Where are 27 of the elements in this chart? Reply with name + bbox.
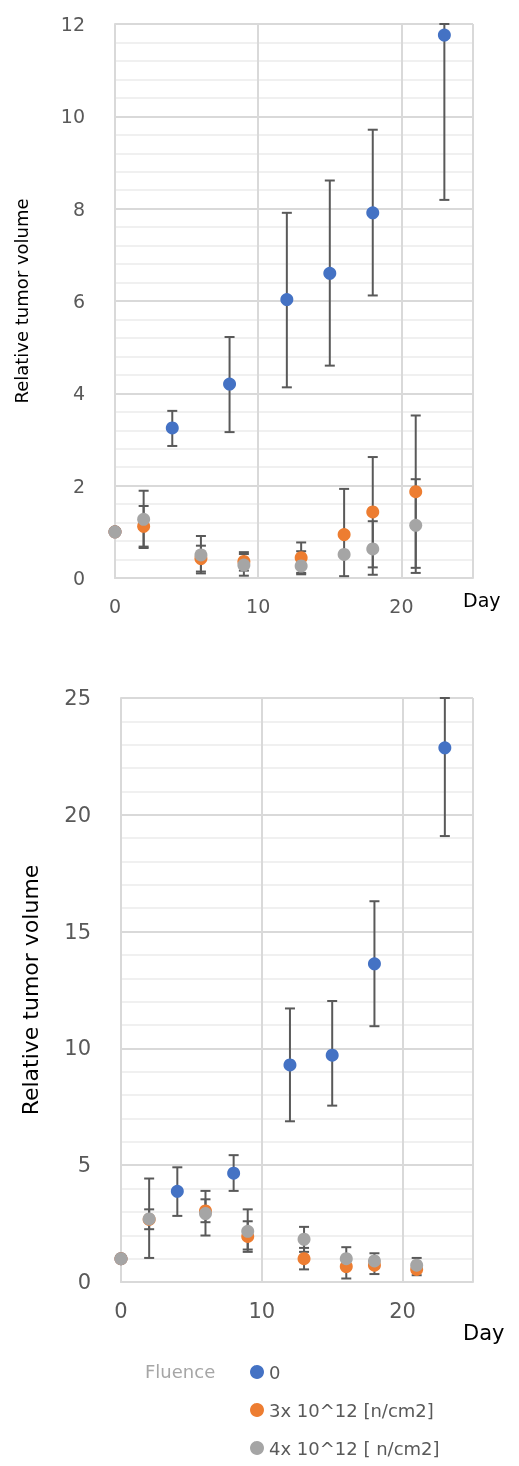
y-tick-label: 10 bbox=[64, 1036, 91, 1061]
y-tick-label: 4 bbox=[72, 382, 85, 405]
y-tick-label: 0 bbox=[77, 1270, 91, 1294]
legend-label: 0 bbox=[269, 1361, 281, 1383]
y-tick-label: 8 bbox=[72, 197, 85, 220]
y-tick-label: 12 bbox=[60, 13, 85, 35]
y-tick-label: 2 bbox=[72, 474, 85, 497]
y-tick-label: 25 bbox=[64, 686, 91, 710]
x-tick-label: 0 bbox=[108, 594, 122, 617]
y-tick-label: 5 bbox=[77, 1153, 91, 1178]
y-tick-label: 20 bbox=[64, 802, 91, 827]
x-tick-label: 10 bbox=[248, 1298, 276, 1323]
legend-label: 3x 10^12 [n/cm2] bbox=[269, 1399, 434, 1421]
legend-label: 4x 10^12 [ n/cm2] bbox=[269, 1437, 440, 1459]
y-tick-label: 0 bbox=[72, 567, 85, 589]
x-tick-label: 0 bbox=[114, 1298, 128, 1323]
y-axis-title: Relative tumor volume bbox=[10, 198, 32, 404]
y-tick-label: 10 bbox=[60, 105, 85, 128]
legend-title: Fluence bbox=[145, 1360, 216, 1382]
x-tick-label: 20 bbox=[389, 1298, 416, 1323]
x-axis-title: Day bbox=[463, 1320, 505, 1345]
x-tick-label: 20 bbox=[389, 594, 414, 617]
x-axis-title: Day bbox=[463, 588, 501, 611]
y-tick-label: 6 bbox=[72, 290, 85, 312]
y-axis-title: Relative tumor volume bbox=[17, 864, 43, 1116]
x-tick-label: 10 bbox=[246, 594, 271, 617]
y-tick-label: 15 bbox=[64, 919, 91, 944]
